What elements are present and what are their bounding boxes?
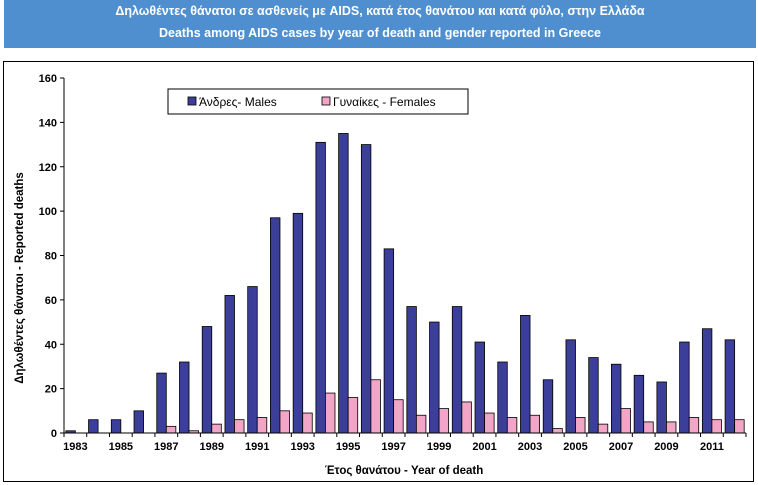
x-tick-label: 2005 <box>563 441 587 453</box>
bar-males-2001 <box>474 341 485 434</box>
bar-males-1997 <box>383 248 395 434</box>
x-tick-label: 2011 <box>700 441 724 453</box>
x-tick-label: 1983 <box>63 441 87 453</box>
bar-females-1998 <box>415 414 427 434</box>
legend: Άνδρες- Males Γυναίκες - Females <box>167 88 469 115</box>
bar-females-2012 <box>734 419 745 434</box>
y-tick-label: 20 <box>45 384 57 396</box>
y-tick-label: 40 <box>45 339 57 351</box>
title-english: Deaths among AIDS cases by year of death… <box>158 26 602 40</box>
bars-layer <box>65 133 745 434</box>
x-tick-label: 1989 <box>200 441 224 453</box>
bar-females-1994 <box>325 392 336 434</box>
bar-males-1996 <box>360 144 372 434</box>
legend-label-males: Άνδρες- Males <box>199 95 277 109</box>
y-tick-label: 0 <box>51 428 57 440</box>
x-axis-title: Έτος θανάτου - Year of death <box>325 465 484 477</box>
bar-males-2002 <box>497 361 508 434</box>
bar-males-2008 <box>633 374 645 434</box>
bar-males-2003 <box>520 315 531 434</box>
bar-males-1992 <box>270 217 281 434</box>
bar-males-2011 <box>701 328 713 434</box>
bar-females-2009 <box>666 421 677 434</box>
bar-males-2006 <box>588 357 599 434</box>
bar-females-1993 <box>302 412 313 434</box>
bar-males-1988 <box>179 361 190 434</box>
x-tick-label: 1991 <box>245 441 269 453</box>
bar-females-1991 <box>256 417 268 434</box>
x-tick-layer: 1983 1985 1987 1989 1991 1993 1995 1997 1999 2001… <box>63 433 747 453</box>
bar-females-2007 <box>620 408 631 434</box>
bar-males-2009 <box>656 381 667 434</box>
x-tick-label: 1987 <box>154 441 178 453</box>
bar-males-1994 <box>315 141 326 434</box>
bar-males-1993 <box>292 212 304 434</box>
legend-swatch-females <box>321 96 331 106</box>
x-tick-label: 1997 <box>381 441 405 453</box>
y-tick-layer: 0 20 40 60 80 100 120 140 160 <box>39 73 64 440</box>
y-tick-label: 100 <box>39 206 57 218</box>
bar-males-1998 <box>406 306 417 434</box>
bar-females-2011 <box>711 419 722 434</box>
legend-swatch-males <box>187 96 197 106</box>
bar-males-1989 <box>201 326 213 434</box>
bar-females-2002 <box>506 417 518 434</box>
legend-box <box>167 88 469 115</box>
bar-females-1990 <box>234 419 245 434</box>
x-tick-label: 1995 <box>336 441 360 453</box>
bar-females-2000 <box>461 401 472 434</box>
y-tick-label: 120 <box>39 162 57 174</box>
bar-females-1995 <box>347 397 359 434</box>
x-tick-label: 1993 <box>290 441 314 453</box>
bar-females-2010 <box>688 417 700 434</box>
title-greek: Δηλωθέντες θάνατοι σε ασθενείς με AIDS, … <box>115 4 645 18</box>
bar-males-1984 <box>88 419 99 434</box>
bar-males-1987 <box>156 372 167 434</box>
bar-males-1995 <box>338 133 349 434</box>
bar-females-2005 <box>575 417 586 434</box>
bar-males-1990 <box>224 295 235 434</box>
x-tick-label: 2007 <box>609 441 633 453</box>
bar-males-1991 <box>247 286 258 434</box>
bar-females-2003 <box>529 414 540 434</box>
y-tick-label: 60 <box>45 295 57 307</box>
bar-females-2006 <box>597 423 609 434</box>
bar-males-2010 <box>679 341 690 434</box>
x-tick-label: 1999 <box>427 441 451 453</box>
bar-males-2007 <box>611 363 622 434</box>
bar-females-2008 <box>643 421 654 434</box>
bar-males-2000 <box>451 306 463 434</box>
bar-males-2005 <box>565 339 576 434</box>
y-axis-title: Δηλωθέντες θάνατοι - Reported deaths <box>14 172 26 384</box>
bar-males-1999 <box>429 321 440 434</box>
legend-label-females: Γυναίκες - Females <box>333 95 436 109</box>
bar-females-1997 <box>393 399 404 434</box>
bar-females-2004 <box>552 428 563 434</box>
bar-females-1987 <box>165 425 177 434</box>
x-tick-label: 2009 <box>654 441 678 453</box>
bar-males-2004 <box>542 379 554 434</box>
x-tick-label: 1985 <box>109 441 133 453</box>
title-banner: Δηλωθέντες θάνατοι σε ασθενείς με AIDS, … <box>4 0 756 48</box>
bar-females-2001 <box>484 412 495 434</box>
x-tick-label: 2003 <box>518 441 542 453</box>
bar-males-1986 <box>133 410 144 434</box>
bar-males-1985 <box>110 419 122 434</box>
chart-frame: 0 20 40 60 80 100 120 140 160 1983 1985 1987 1989 19… <box>3 61 754 482</box>
y-tick-label: 140 <box>39 117 57 129</box>
y-tick-label: 160 <box>39 73 57 85</box>
bar-females-1996 <box>370 379 381 434</box>
bar-females-1989 <box>211 423 222 434</box>
bar-females-1992 <box>279 410 290 434</box>
bar-males-2012 <box>724 339 736 434</box>
y-tick-label: 80 <box>45 251 57 263</box>
bar-females-1999 <box>438 408 450 434</box>
x-tick-label: 2001 <box>472 441 496 453</box>
